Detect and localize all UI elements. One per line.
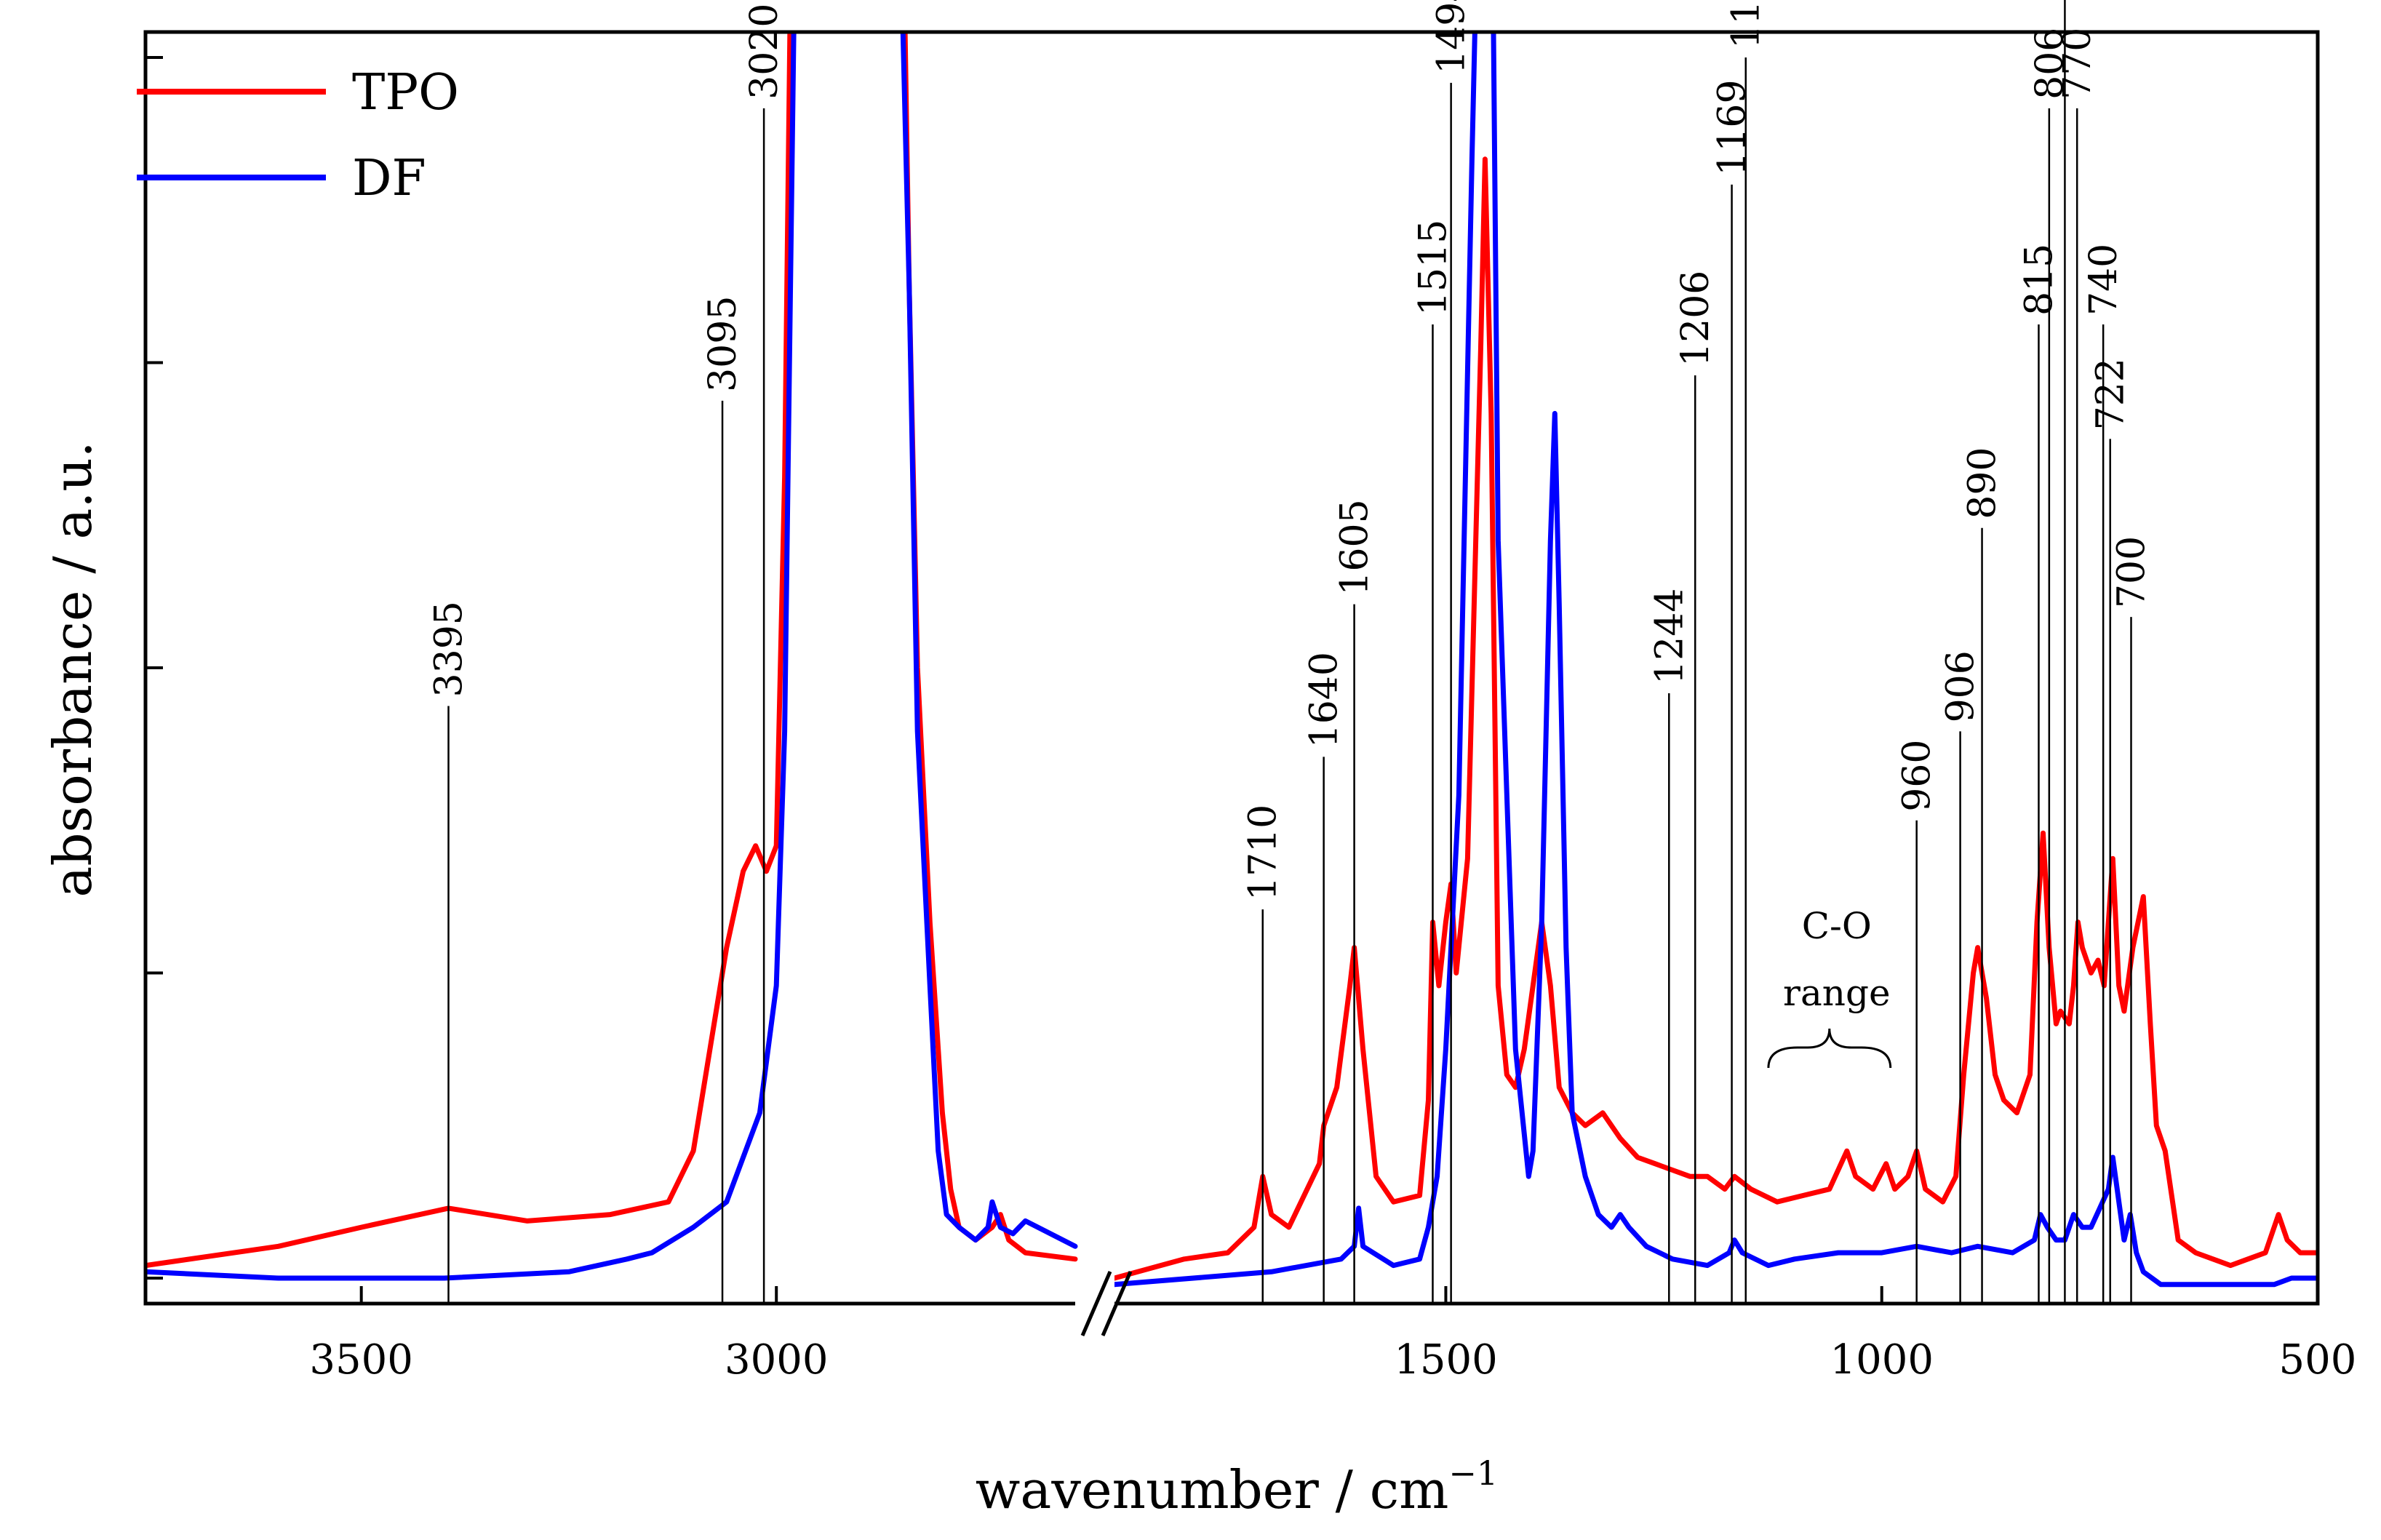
c-o-brace — [1767, 1028, 1892, 1069]
y-axis-title: absorbance / a.u. — [42, 441, 103, 897]
peak-markers: 3395 3095 3020 1710 1640 1605 1515 1494 1244 1206… — [427, 0, 2154, 1304]
peak-label-815: 815 — [2017, 244, 2061, 316]
peak-label-960: 960 — [1896, 739, 1939, 811]
x-tick-label-1000: 1000 — [1830, 1336, 1934, 1384]
x-tick-label-1500: 1500 — [1394, 1336, 1498, 1384]
peak-label-740: 740 — [2082, 244, 2126, 316]
x-axis-title: wavenumber / cm−1 — [976, 1453, 1498, 1520]
x-tick-label-3500: 3500 — [309, 1336, 413, 1384]
range-label: range — [1783, 972, 1891, 1014]
peak-label-1154: 1154 — [1725, 0, 1768, 49]
peak-label-3395: 3395 — [427, 601, 471, 697]
peak-label-1494: 1494 — [1430, 0, 1474, 74]
c-o-range-brace: C-O range — [1767, 905, 1892, 1069]
axis-break-slash — [1101, 1271, 1133, 1336]
series-line-df-high — [145, 32, 1078, 1281]
peak-label-890: 890 — [1961, 447, 2005, 519]
c-o-label: C-O — [1802, 905, 1872, 947]
plot-frame — [143, 30, 2320, 1306]
peak-label-1640: 1640 — [1303, 652, 1347, 748]
series-line-tpo-low — [1112, 156, 2318, 1281]
y-axis-ticks — [145, 55, 163, 1280]
legend-label-df: DF — [352, 150, 426, 207]
axis-break-mark — [1075, 1271, 1133, 1336]
peak-label-1605: 1605 — [1333, 499, 1377, 595]
axis-break-slash — [1080, 1271, 1112, 1336]
peak-label-1710: 1710 — [1242, 805, 1285, 901]
legend: TPO DF — [137, 64, 459, 207]
x-axis-ticks: 3500 3000 1500 1000 500 — [309, 1286, 2356, 1384]
peak-label-3020: 3020 — [743, 4, 786, 100]
peak-label-3095: 3095 — [701, 296, 745, 392]
legend-label-tpo: TPO — [352, 64, 459, 121]
peak-label-1206: 1206 — [1674, 271, 1718, 367]
peak-label-1169: 1169 — [1711, 79, 1755, 175]
peak-label-1244: 1244 — [1648, 589, 1691, 685]
peak-label-700: 700 — [2110, 536, 2154, 608]
peak-label-906: 906 — [1939, 650, 1983, 722]
peak-label-1515: 1515 — [1411, 220, 1455, 316]
peak-label-722: 722 — [2089, 358, 2133, 430]
x-tick-label-3000: 3000 — [725, 1336, 829, 1384]
x-axis-title-unit-sup: −1 — [1448, 1453, 1498, 1493]
series-line-df-low — [1112, 32, 2318, 1288]
spectrum-curves — [145, 32, 2318, 1288]
x-tick-label-500: 500 — [2279, 1336, 2357, 1384]
peak-label-770: 770 — [2056, 28, 2099, 100]
